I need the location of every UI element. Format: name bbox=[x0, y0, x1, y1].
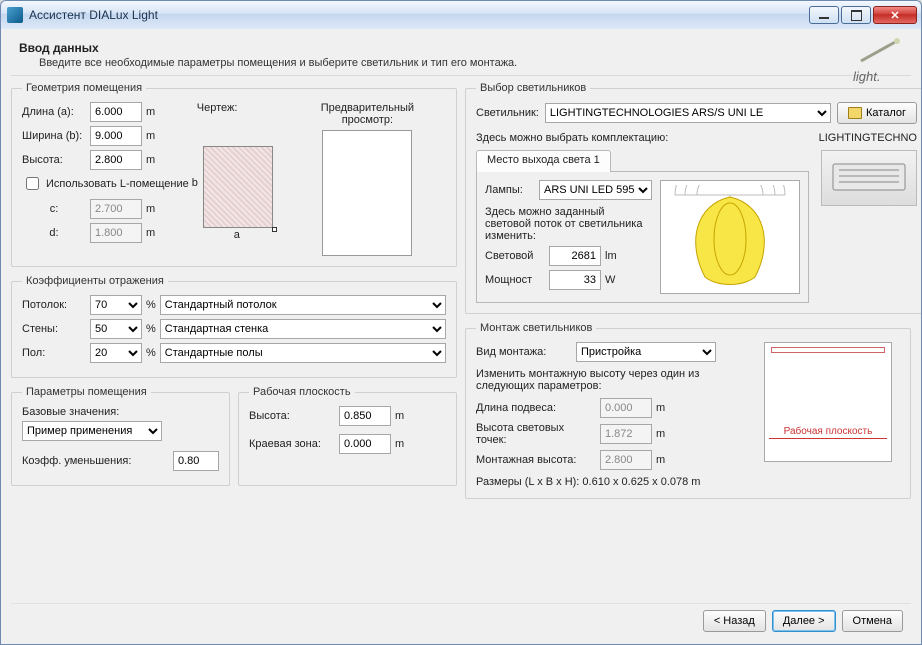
minimize-button[interactable] bbox=[809, 6, 839, 24]
c-input bbox=[90, 199, 142, 219]
height-input[interactable] bbox=[90, 150, 142, 170]
flux-input[interactable] bbox=[549, 246, 601, 266]
photometric-diagram bbox=[660, 180, 800, 294]
preview-label: Предварительный просмотр: bbox=[289, 102, 446, 126]
walls-pct-select[interactable]: 50 bbox=[90, 319, 142, 339]
luminaire-select[interactable]: LIGHTINGTECHNOLOGIES ARS/S UNI LE bbox=[545, 103, 831, 123]
drawing-preview: b a bbox=[203, 146, 273, 228]
d-label: d: bbox=[22, 227, 86, 239]
wp-edge-input[interactable] bbox=[339, 434, 391, 454]
pendant-input bbox=[600, 398, 652, 418]
use-l-room-checkbox[interactable]: Использовать L-помещение bbox=[22, 174, 189, 193]
walls-mat-select[interactable]: Стандартная стенка bbox=[160, 319, 446, 339]
fixture-thumbnail bbox=[821, 150, 917, 206]
page-subtitle: Введите все необходимые параметры помеще… bbox=[39, 57, 907, 69]
d-input bbox=[90, 223, 142, 243]
height-label: Высота: bbox=[22, 154, 86, 166]
tab-light-output-1[interactable]: Место выхода света 1 bbox=[476, 150, 611, 172]
app-icon bbox=[7, 7, 23, 23]
dimensions-text: Размеры (L x B x H): 0.610 x 0.625 x 0.0… bbox=[476, 476, 756, 488]
wizard-header: Ввод данных Введите все необходимые пара… bbox=[11, 37, 911, 76]
floor-mat-select[interactable]: Стандартные полы bbox=[160, 343, 446, 363]
luminaire-group: Выбор светильников Светильник: LIGHTINGT… bbox=[465, 82, 922, 314]
wp-height-input[interactable] bbox=[339, 406, 391, 426]
base-values-select[interactable]: Пример применения bbox=[22, 421, 162, 441]
width-label: Ширина (b): bbox=[22, 130, 86, 142]
width-input[interactable] bbox=[90, 126, 142, 146]
work-plane-group: Рабочая плоскость Высота:m Краевая зона:… bbox=[238, 386, 457, 486]
window-title: Ассистент DIALux Light bbox=[29, 8, 807, 22]
page-title: Ввод данных bbox=[19, 41, 907, 55]
c-label: c: bbox=[22, 203, 86, 215]
cancel-button[interactable]: Отмена bbox=[842, 610, 903, 632]
drawing-label: Чертеж: bbox=[197, 102, 281, 114]
reflection-group: Коэффициенты отражения Потолок:70%Станда… bbox=[11, 275, 457, 378]
app-window: Ассистент DIALux Light Ввод данных Введи… bbox=[0, 0, 922, 645]
wizard-footer: < Назад Далее > Отмена bbox=[11, 603, 911, 640]
length-label: Длина (a): bbox=[22, 106, 86, 118]
ceiling-pct-select[interactable]: 70 bbox=[90, 295, 142, 315]
back-button[interactable]: < Назад bbox=[703, 610, 766, 632]
mounting-group: Монтаж светильников Вид монтажа:Пристрой… bbox=[465, 322, 911, 499]
preview-box bbox=[322, 130, 412, 256]
light-height-input bbox=[600, 424, 652, 444]
geometry-group: Геометрия помещения Длина (a):m Ширина (… bbox=[11, 82, 457, 267]
next-button[interactable]: Далее > bbox=[772, 610, 836, 632]
mount-height-input bbox=[600, 450, 652, 470]
lamps-select[interactable]: ARS UNI LED 595 bbox=[539, 180, 652, 200]
mount-type-select[interactable]: Пристройка bbox=[576, 342, 716, 362]
coef-input[interactable] bbox=[173, 451, 219, 471]
room-params-group: Параметры помещения Базовые значения: Пр… bbox=[11, 386, 230, 486]
ceiling-mat-select[interactable]: Стандартный потолок bbox=[160, 295, 446, 315]
floor-pct-select[interactable]: 20 bbox=[90, 343, 142, 363]
power-input[interactable] bbox=[549, 270, 601, 290]
maximize-button[interactable] bbox=[841, 6, 871, 24]
mounting-preview: Рабочая плоскость bbox=[764, 342, 892, 462]
folder-icon bbox=[848, 107, 862, 119]
close-button[interactable] bbox=[873, 6, 917, 24]
catalog-button[interactable]: Каталог bbox=[837, 102, 917, 124]
titlebar[interactable]: Ассистент DIALux Light bbox=[1, 1, 921, 29]
logo: light. bbox=[853, 35, 907, 84]
length-input[interactable] bbox=[90, 102, 142, 122]
